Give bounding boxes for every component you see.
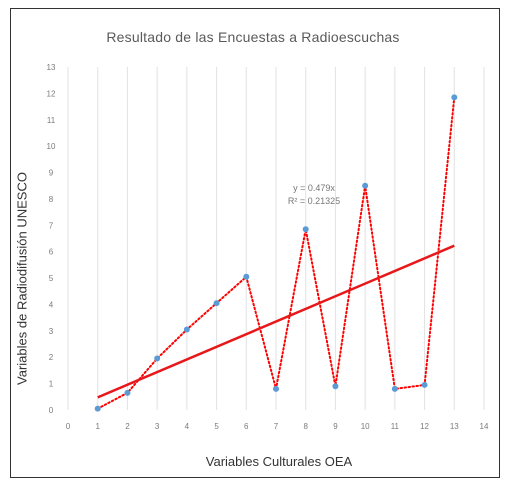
- chart-frame: [10, 8, 500, 478]
- x-tick-label: 8: [303, 422, 308, 431]
- x-tick-label: 14: [480, 422, 489, 431]
- trendline: [97, 244, 455, 399]
- y-tick-label: 7: [49, 221, 54, 230]
- y-tick-label: 4: [49, 300, 54, 309]
- data-point: [183, 326, 190, 333]
- data-point: [451, 94, 458, 101]
- data-point: [391, 385, 398, 392]
- y-tick-label: 13: [47, 63, 56, 72]
- data-point: [94, 405, 101, 412]
- data-point: [421, 381, 428, 388]
- trendline-equation: y = 0.479x R² = 0.21325: [274, 182, 354, 208]
- x-axis-title: Variables Culturales OEA: [205, 454, 353, 469]
- data-point: [273, 385, 279, 392]
- x-tick-label: 6: [244, 422, 249, 431]
- x-tick-label: 1: [95, 422, 100, 431]
- y-tick-label: 1: [49, 380, 54, 389]
- x-tick-label: 9: [333, 422, 338, 431]
- x-tick-label: 5: [214, 422, 219, 431]
- x-tick-label: 3: [155, 422, 160, 431]
- data-point: [154, 355, 161, 362]
- y-tick-label: 11: [47, 116, 56, 125]
- data-point: [302, 226, 309, 233]
- chart-title: Resultado de las Encuestas a Radioescuch…: [106, 29, 400, 45]
- trendline-equation-text: y = 0.479x: [293, 183, 335, 193]
- y-tick-label: 2: [49, 353, 54, 362]
- x-tick-label: 11: [391, 422, 400, 431]
- data-point: [213, 300, 220, 307]
- data-point: [243, 273, 250, 280]
- x-tick-label: 7: [274, 422, 279, 431]
- x-tick-label: 12: [420, 422, 429, 431]
- y-tick-label: 10: [47, 142, 56, 151]
- y-tick-label: 5: [49, 274, 54, 283]
- x-tick-label: 4: [185, 422, 190, 431]
- trendline-r-squared: R² = 0.21325: [287, 196, 341, 206]
- y-tick-label: 12: [47, 89, 56, 98]
- x-tick-label: 2: [125, 422, 130, 431]
- x-tick-label: 10: [361, 422, 370, 431]
- data-point: [332, 383, 339, 390]
- y-tick-label: 6: [49, 248, 54, 257]
- data-point: [362, 182, 369, 189]
- x-tick-label: 0: [66, 422, 71, 431]
- data-point: [124, 389, 131, 396]
- x-tick-label: 13: [450, 422, 459, 431]
- y-tick-label: 8: [49, 195, 54, 204]
- y-tick-label: 3: [49, 327, 54, 336]
- y-tick-label: 0: [49, 406, 54, 415]
- y-tick-label: 9: [49, 169, 54, 178]
